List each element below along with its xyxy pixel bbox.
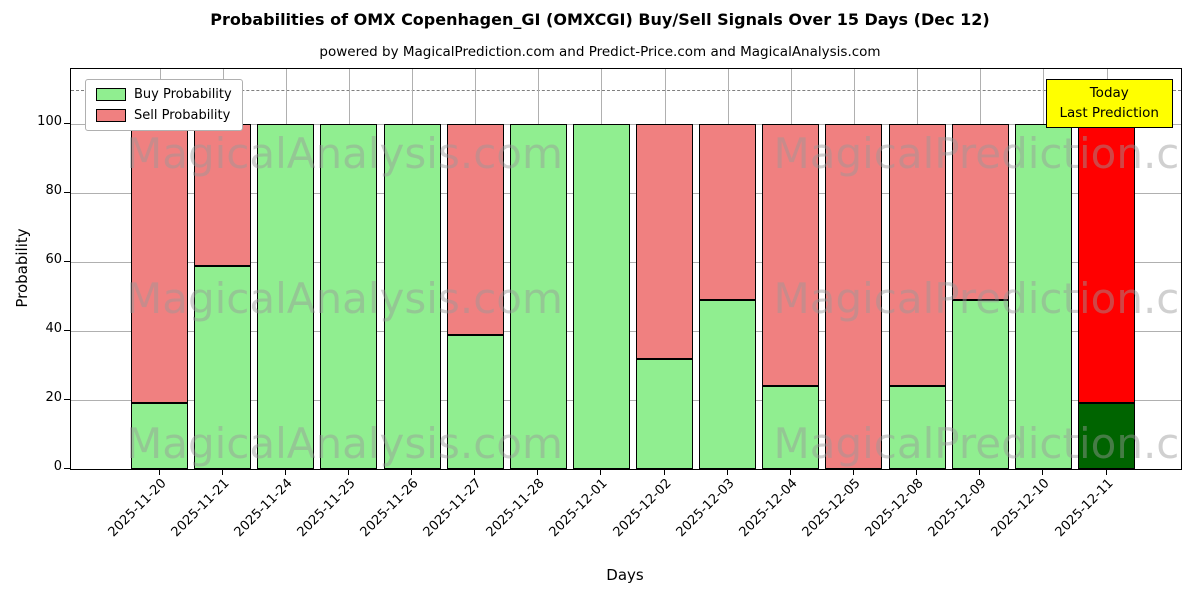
bar-segment-buy <box>510 124 567 469</box>
watermark-text: MagicalPrediction.com <box>773 274 1182 323</box>
chart-title: Probabilities of OMX Copenhagen_GI (OMXC… <box>210 10 990 29</box>
x-tick-mark <box>158 469 160 475</box>
watermark-row: MagicalAnalysis.com MagicalPrediction.com <box>126 419 1182 468</box>
watermark-row: MagicalAnalysis.com MagicalPrediction.com <box>126 129 1182 178</box>
bar-segment-sell <box>447 124 504 335</box>
bar-segment-buy <box>952 300 1009 469</box>
plot-area: Buy Probability Sell Probability Today L… <box>70 68 1182 470</box>
watermark-text: MagicalPrediction.com <box>773 419 1182 468</box>
sell-legend-label: Sell Probability <box>134 108 231 123</box>
bar-segment-sell <box>889 124 946 386</box>
y-tick-label: 60 <box>45 252 62 268</box>
buy-legend-label: Buy Probability <box>134 87 232 102</box>
watermark-text: MagicalAnalysis.com <box>126 419 563 468</box>
x-axis-label: Days <box>606 566 644 584</box>
x-tick-mark <box>916 469 918 475</box>
x-tick-mark <box>537 469 539 475</box>
legend-item-sell: Sell Probability <box>96 108 232 123</box>
bar-segment-sell <box>825 124 882 469</box>
bar-segment-buy <box>889 386 946 469</box>
bar-segment-buy <box>636 359 693 469</box>
bar-segment-buy <box>194 266 251 469</box>
gridline-horizontal <box>71 469 1181 470</box>
y-tick-label: 20 <box>45 390 62 406</box>
bar-segment-buy <box>762 386 819 469</box>
watermark-text: MagicalAnalysis.com <box>126 274 563 323</box>
buy-color-swatch <box>96 88 126 101</box>
x-tick-mark <box>1105 469 1107 475</box>
x-tick-mark <box>284 469 286 475</box>
y-tick-mark <box>64 468 70 469</box>
y-tick-mark <box>64 330 70 332</box>
bar-segment-buy <box>573 124 630 469</box>
x-tick-mark <box>474 469 476 475</box>
legend-item-buy: Buy Probability <box>96 87 232 102</box>
y-tick-label: 40 <box>45 321 62 337</box>
chart-subtitle: powered by MagicalPrediction.com and Pre… <box>319 44 881 60</box>
x-tick-mark <box>221 469 223 475</box>
y-tick-label: 80 <box>45 183 62 199</box>
bar-segment-sell <box>194 124 251 266</box>
bar-segment-sell <box>699 124 756 300</box>
bar-segment-buy <box>131 403 188 469</box>
legend: Buy Probability Sell Probability <box>85 79 243 131</box>
sell-color-swatch <box>96 109 126 122</box>
annotation-line-2: Last Prediction <box>1059 105 1159 122</box>
y-tick-label: 0 <box>53 459 62 474</box>
x-tick-mark <box>347 469 349 475</box>
x-tick-mark <box>663 469 665 475</box>
bar-segment-sell <box>762 124 819 386</box>
today-annotation-box: Today Last Prediction <box>1045 79 1173 128</box>
y-tick-label: 100 <box>37 114 62 130</box>
x-tick-mark <box>852 469 854 475</box>
annotation-line-1: Today <box>1089 85 1129 101</box>
x-tick-mark <box>789 469 791 475</box>
x-tick-mark <box>726 469 728 475</box>
bar-segment-buy <box>1078 403 1135 469</box>
bar-segment-buy <box>384 124 441 469</box>
bar-segment-buy <box>447 335 504 469</box>
bar-segment-sell <box>636 124 693 359</box>
x-tick-mark <box>979 469 981 475</box>
threshold-dashed-line <box>71 89 1181 91</box>
bar-segment-buy <box>699 300 756 469</box>
y-tick-mark <box>64 192 70 194</box>
bar-segment-buy <box>1015 124 1072 469</box>
bar-segment-sell <box>952 124 1009 300</box>
y-axis-label: Probability <box>13 228 31 308</box>
x-tick-mark <box>411 469 413 475</box>
x-tick-mark <box>1042 469 1044 475</box>
watermark-text: MagicalPrediction.com <box>773 129 1182 178</box>
watermark-row: MagicalAnalysis.com MagicalPrediction.com <box>126 274 1182 323</box>
y-tick-mark <box>64 261 70 263</box>
x-tick-mark <box>600 469 602 475</box>
bar-segment-buy <box>257 124 314 469</box>
y-tick-mark <box>64 399 70 401</box>
bar-segment-buy <box>320 124 377 469</box>
y-tick-mark <box>64 123 70 125</box>
watermark-text: MagicalAnalysis.com <box>126 129 563 178</box>
